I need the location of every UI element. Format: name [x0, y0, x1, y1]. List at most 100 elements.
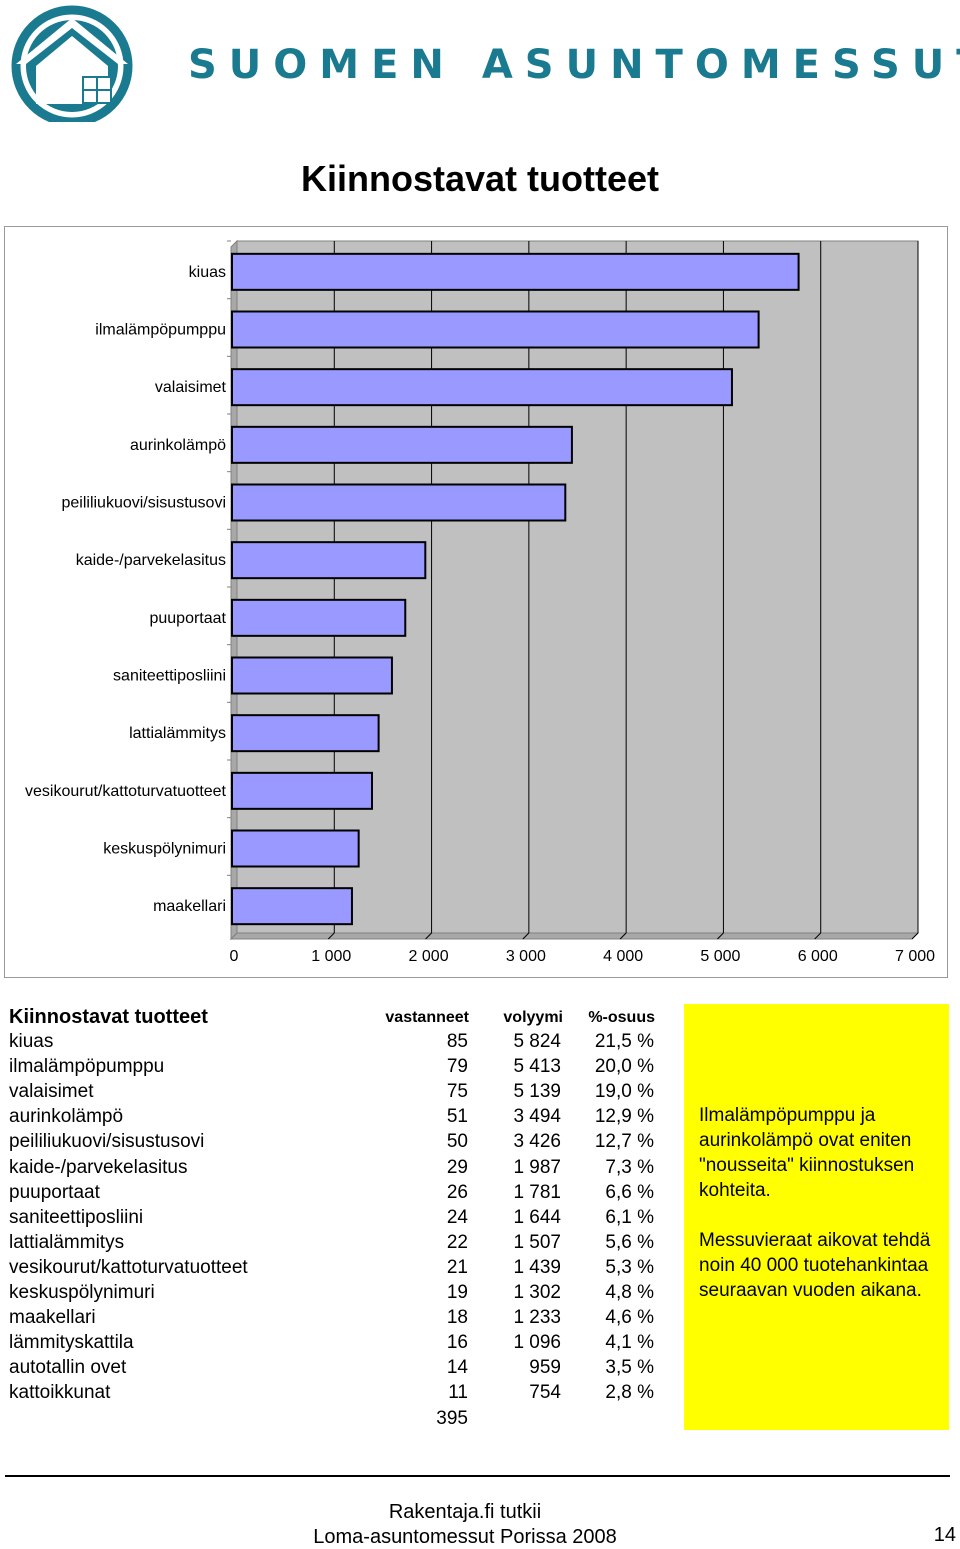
bar: [231, 541, 427, 580]
row-share: 4,8 %: [605, 1282, 654, 1303]
bar-chart-svg: 0 1 000 2 000 3 000 4 000 5 000 6 000 7 000 kiua…: [25, 239, 935, 965]
category-label: aurinkolämpö: [130, 437, 226, 454]
x-tick-label: 2 000: [409, 948, 449, 965]
bar: [231, 425, 573, 464]
row-volume: 754: [529, 1382, 561, 1404]
row-volume: 5 139: [513, 1081, 561, 1103]
table-total-row: 395: [0, 1406, 680, 1431]
header-respondents: vastanneet: [385, 1009, 469, 1026]
x-tick-label: 4 000: [603, 948, 643, 965]
gridline-floor: [814, 932, 822, 940]
row-respondents: 16: [446, 1332, 468, 1354]
bar: [231, 771, 373, 810]
x-tick-label: 3 000: [506, 948, 546, 965]
gridline-floor: [522, 932, 530, 940]
x-tick-label: 1 000: [311, 948, 351, 965]
row-name: lattialämmitys: [9, 1231, 125, 1253]
row-share: 4,1 %: [605, 1332, 654, 1354]
row-respondents: 19: [446, 1282, 468, 1303]
row-volume: 3 426: [513, 1131, 561, 1153]
category-label: lattialämmitys: [129, 725, 226, 742]
row-respondents: 26: [446, 1181, 468, 1203]
footer-divider: [5, 1475, 950, 1477]
row-name: lämmityskattila: [9, 1332, 134, 1354]
row-name: kaide-/parvekelasitus: [9, 1156, 188, 1178]
house-logo-icon: [11, 5, 133, 127]
note-box: Ilmalämpöpumppu ja aurinkolämpö ovat eni…: [684, 1004, 949, 1430]
row-respondents: 21: [446, 1256, 468, 1278]
row-share: 12,7 %: [594, 1131, 654, 1153]
table-header: Kiinnostavat tuotteet vastanneet volyymi…: [0, 1004, 680, 1030]
row-volume: 959: [529, 1357, 561, 1379]
bar-chart: 0 1 000 2 000 3 000 4 000 5 000 6 000 7 000 kiua…: [4, 226, 948, 978]
category-label: puuportaat: [149, 610, 226, 627]
bar: [231, 252, 800, 291]
row-respondents: 50: [446, 1131, 468, 1153]
table-row: ilmalämpöpumppu 79 5 413 20,0 %: [0, 1054, 680, 1079]
row-respondents: 22: [446, 1231, 468, 1253]
table-row: lattialämmitys 22 1 507 5,6 %: [0, 1230, 680, 1255]
row-name: ilmalämpöpumppu: [9, 1056, 165, 1078]
row-name: puuportaat: [9, 1181, 100, 1203]
bar: [231, 656, 393, 695]
table-title: Kiinnostavat tuotteet: [9, 1006, 208, 1028]
bar: [231, 598, 407, 637]
row-respondents: 18: [446, 1307, 468, 1329]
x-tick-label: 7 000: [895, 948, 935, 965]
table-row: kattoikkunat 11 754 2,8 %: [0, 1380, 680, 1405]
row-name: vesikourut/kattoturvatuotteet: [9, 1256, 248, 1278]
row-respondents: 11: [448, 1382, 468, 1404]
category-label: valaisimet: [155, 379, 227, 396]
gridline-floor: [717, 932, 724, 940]
row-volume: 3 494: [513, 1106, 561, 1128]
brand-name: SUOMEN ASUNTOMESSUT: [188, 42, 960, 88]
row-volume: 5 824: [513, 1031, 561, 1052]
row-name: kattoikkunat: [9, 1382, 111, 1404]
row-respondents: 14: [446, 1357, 468, 1379]
row-share: 7,3 %: [605, 1156, 654, 1178]
row-name: aurinkolämpö: [9, 1106, 124, 1128]
row-respondents: 29: [446, 1156, 468, 1178]
category-label: vesikourut/kattoturvatuotteet: [25, 783, 227, 800]
row-share: 19,0 %: [594, 1081, 654, 1103]
x-tick-label: 6 000: [798, 948, 838, 965]
row-respondents: 24: [446, 1206, 468, 1228]
row-volume: 1 781: [513, 1181, 561, 1203]
note-paragraph-2: Messuvieraat aikovat tehdä noin 40 000 t…: [699, 1230, 931, 1301]
table-row: puuportaat 26 1 781 6,6 %: [0, 1180, 680, 1205]
plot-background: [236, 240, 919, 934]
page-number: 14: [933, 1524, 956, 1546]
category-label: maakellari: [153, 898, 226, 915]
category-label: kiuas: [189, 264, 226, 281]
table-row: autotallin ovet 14 959 3,5 %: [0, 1355, 680, 1380]
row-share: 12,9 %: [594, 1106, 654, 1128]
row-share: 5,6 %: [605, 1231, 654, 1253]
row-volume: 1 644: [513, 1206, 561, 1228]
row-share: 6,1 %: [605, 1206, 654, 1228]
bar: [231, 887, 353, 926]
bar: [231, 829, 360, 868]
category-label: ilmalämpöpumppu: [95, 322, 226, 339]
row-share: 2,8 %: [605, 1382, 654, 1404]
row-volume: 1 302: [513, 1282, 561, 1303]
table-row: valaisimet 75 5 139 19,0 %: [0, 1079, 680, 1104]
footer-line-2: Loma-asuntomessut Porissa 2008: [313, 1526, 617, 1548]
table-row: kaide-/parvekelasitus 29 1 987 7,3 %: [0, 1155, 680, 1180]
row-respondents: 51: [446, 1106, 468, 1128]
row-name: autotallin ovet: [9, 1357, 127, 1379]
row-share: 3,5 %: [605, 1357, 654, 1379]
table-row: keskuspölynimuri 19 1 302 4,8 %: [0, 1280, 680, 1305]
row-share: 21,5 %: [594, 1031, 654, 1052]
row-volume: 1 507: [513, 1231, 561, 1253]
row-share: 6,6 %: [605, 1181, 654, 1203]
x-tick-label: 5 000: [700, 948, 740, 965]
category-label: kaide-/parvekelasitus: [76, 552, 226, 569]
table-row: aurinkolämpö 51 3 494 12,9 %: [0, 1104, 680, 1129]
bar: [231, 714, 380, 753]
bar: [231, 310, 760, 349]
total-respondents: 395: [436, 1407, 468, 1429]
bar: [231, 368, 733, 407]
table-row: kiuas 85 5 824 21,5 %: [0, 1029, 680, 1054]
row-name: keskuspölynimuri: [9, 1282, 155, 1303]
row-respondents: 75: [446, 1081, 468, 1103]
